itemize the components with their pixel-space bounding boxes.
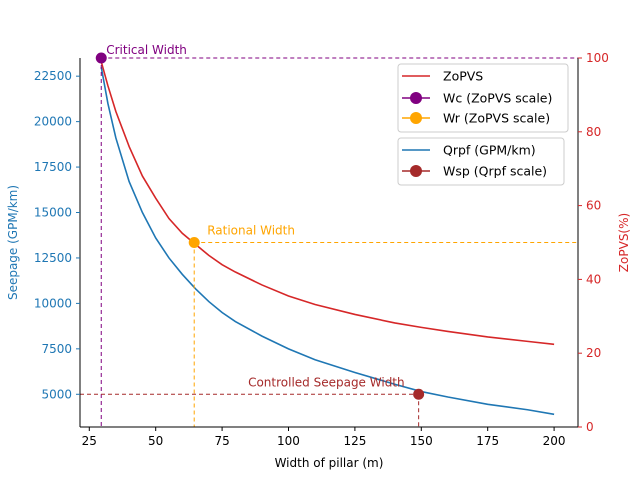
x-axis-label: Width of pillar (m) — [275, 456, 384, 470]
y-right-tick-label: 20 — [586, 346, 601, 360]
legend-label-zopvs: ZoPVS — [443, 69, 483, 84]
y-left-tick-label: 12500 — [34, 251, 72, 265]
x-tick-label: 175 — [476, 434, 499, 448]
y-axis-label-right: ZoPVS(%) — [617, 213, 631, 272]
series-line-qrpf — [100, 66, 555, 416]
markers — [95, 52, 425, 400]
x-tick-label: 100 — [277, 434, 300, 448]
y-right-tick-label: 100 — [586, 51, 609, 65]
y-axis-label-left: Seepage (GPM/km) — [6, 185, 20, 300]
legend-label-wc: Wc (ZoPVS scale) — [443, 91, 552, 106]
legend-label-wr: Wr (ZoPVS scale) — [443, 111, 550, 126]
annotation-controlled-seepage-width: Controlled Seepage Width — [248, 375, 405, 389]
marker-wc — [95, 52, 107, 64]
y-left-tick-label: 20000 — [34, 115, 72, 129]
y-left-tick-label: 22500 — [34, 69, 72, 83]
legend-label-qrpf: Qrpf (GPM/km) — [443, 143, 536, 158]
series-line-zopvs — [100, 61, 555, 346]
x-tick-label: 75 — [214, 434, 229, 448]
axes: 25 50 75 100 125 150 175 2005000750010000125001… — [34, 51, 609, 448]
plot-lines — [100, 61, 555, 416]
annotation-critical-width: Critical Width — [106, 43, 187, 57]
y-right-tick-label: 0 — [586, 420, 594, 434]
annotation-rational-width: Rational Width — [207, 224, 295, 238]
x-tick-label: 200 — [543, 434, 566, 448]
legend-label-wsp: Wsp (Qrpf scale) — [443, 164, 547, 179]
legend-marker-wsp — [410, 165, 422, 177]
legend-marker-wc — [410, 92, 422, 104]
x-tick-label: 50 — [148, 434, 163, 448]
x-tick-label: 150 — [410, 434, 433, 448]
marker-wr — [188, 237, 200, 248]
legend-marker-wr — [410, 112, 422, 124]
y-left-tick-label: 7500 — [41, 342, 72, 356]
y-right-tick-label: 40 — [586, 272, 601, 286]
y-left-tick-label: 15000 — [34, 206, 72, 220]
x-tick-label: 25 — [82, 434, 97, 448]
legend-bottom: Qrpf (GPM/km) Wsp (Qrpf scale) — [397, 137, 565, 186]
marker-wsp — [413, 388, 425, 400]
y-left-tick-label: 17500 — [34, 160, 72, 174]
x-tick-label: 125 — [343, 434, 366, 448]
guide-lines — [80, 57, 578, 427]
legend-top: ZoPVS Wc (ZoPVS scale) Wr (ZoPVS scale) — [397, 63, 569, 133]
y-left-tick-label: 10000 — [34, 296, 72, 310]
y-right-tick-label: 60 — [586, 199, 601, 213]
y-right-tick-label: 80 — [586, 125, 601, 139]
y-left-tick-label: 5000 — [41, 387, 72, 401]
